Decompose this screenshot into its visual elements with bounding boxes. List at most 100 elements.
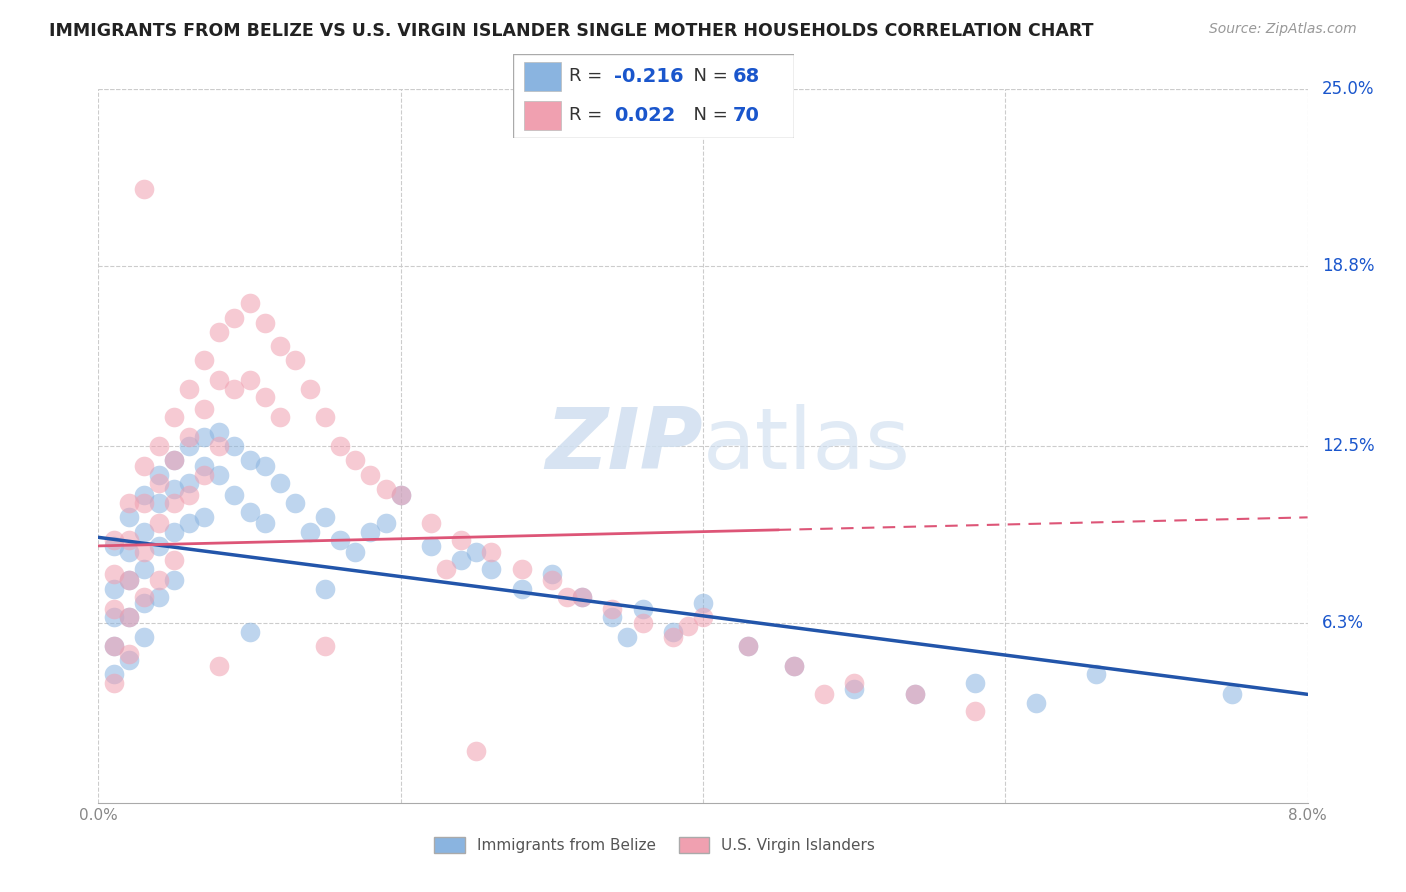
Point — [193, 401, 215, 416]
Text: 70: 70 — [733, 106, 759, 125]
Point — [571, 591, 593, 605]
FancyBboxPatch shape — [513, 54, 794, 138]
Point — [434, 562, 457, 576]
Point — [148, 539, 170, 553]
Point — [329, 533, 352, 548]
Point — [103, 582, 125, 596]
Point — [314, 582, 336, 596]
Point — [284, 353, 307, 368]
Point — [208, 325, 231, 339]
Point — [208, 425, 231, 439]
Point — [208, 658, 231, 673]
Point — [179, 516, 201, 530]
Point — [163, 453, 186, 467]
Point — [269, 339, 291, 353]
Point — [148, 476, 170, 491]
Point — [163, 410, 186, 425]
Point — [239, 624, 262, 639]
Point — [132, 487, 155, 501]
Point — [179, 487, 201, 501]
Point — [163, 553, 186, 567]
Point — [224, 439, 246, 453]
Point — [904, 687, 927, 701]
Point — [329, 439, 352, 453]
Point — [314, 410, 336, 425]
Point — [284, 496, 307, 510]
Point — [103, 639, 125, 653]
Point — [465, 544, 488, 558]
Point — [540, 573, 562, 587]
Point — [676, 619, 699, 633]
Point — [844, 681, 866, 696]
Text: N =: N = — [682, 106, 734, 124]
Point — [148, 439, 170, 453]
Text: 25.0%: 25.0% — [1322, 80, 1375, 98]
Point — [179, 439, 201, 453]
Point — [1220, 687, 1243, 701]
Point — [179, 476, 201, 491]
Point — [224, 310, 246, 325]
Point — [224, 382, 246, 396]
Point — [132, 524, 155, 539]
Point — [179, 430, 201, 444]
Point — [661, 624, 683, 639]
Text: -0.216: -0.216 — [614, 67, 685, 86]
Point — [299, 524, 322, 539]
Point — [692, 610, 714, 624]
Point — [163, 453, 186, 467]
Point — [118, 544, 141, 558]
Point — [103, 676, 125, 690]
Text: 6.3%: 6.3% — [1322, 614, 1364, 632]
Point — [103, 567, 125, 582]
Point — [118, 610, 141, 624]
Point — [193, 510, 215, 524]
Point — [118, 653, 141, 667]
Point — [179, 382, 201, 396]
Point — [540, 567, 562, 582]
Point — [299, 382, 322, 396]
Point — [118, 573, 141, 587]
Point — [148, 467, 170, 482]
Point — [269, 410, 291, 425]
Point — [602, 601, 624, 615]
Point — [253, 391, 276, 405]
Point — [208, 439, 231, 453]
Text: 0.022: 0.022 — [614, 106, 676, 125]
Point — [481, 544, 503, 558]
Point — [571, 591, 593, 605]
Point — [148, 516, 170, 530]
Point — [737, 639, 759, 653]
Point — [132, 630, 155, 644]
Point — [481, 562, 503, 576]
Point — [737, 639, 759, 653]
Point — [783, 658, 806, 673]
Point — [193, 430, 215, 444]
Point — [239, 505, 262, 519]
Point — [389, 487, 412, 501]
Point — [844, 676, 866, 690]
Point — [103, 639, 125, 653]
Text: atlas: atlas — [703, 404, 911, 488]
Point — [132, 496, 155, 510]
Text: Source: ZipAtlas.com: Source: ZipAtlas.com — [1209, 22, 1357, 37]
Text: N =: N = — [682, 68, 734, 86]
Point — [389, 487, 412, 501]
Point — [692, 596, 714, 610]
Point — [783, 658, 806, 673]
Point — [965, 676, 987, 690]
Point — [239, 296, 262, 310]
Point — [1085, 667, 1108, 681]
Point — [360, 467, 382, 482]
Point — [965, 705, 987, 719]
Point — [148, 573, 170, 587]
Point — [813, 687, 835, 701]
Point — [253, 458, 276, 473]
Point — [193, 353, 215, 368]
Point — [132, 544, 155, 558]
Point — [103, 539, 125, 553]
Point — [661, 630, 683, 644]
Bar — [524, 62, 561, 91]
Point — [602, 610, 624, 624]
Point — [208, 373, 231, 387]
Point — [118, 533, 141, 548]
